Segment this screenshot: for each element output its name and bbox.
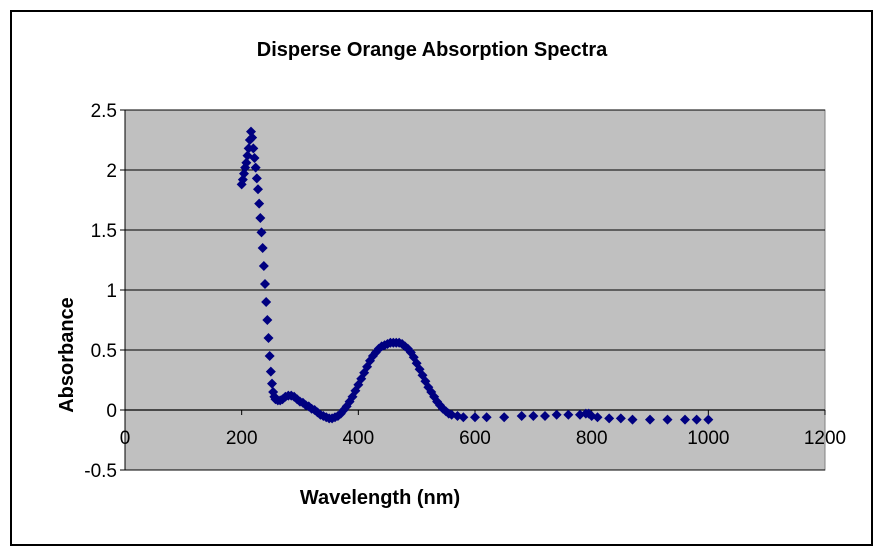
data-markers — [236, 126, 714, 425]
data-point — [516, 411, 527, 421]
x-tick-label: 1000 — [687, 428, 729, 449]
data-point — [604, 413, 615, 424]
chart-title: Disperse Orange Absorption Spectra — [257, 39, 608, 61]
data-point — [528, 411, 539, 421]
x-tick-label: 1200 — [804, 428, 846, 449]
data-point — [256, 227, 267, 238]
y-tick-label: 2.5 — [91, 101, 117, 122]
y-tick-label: 1 — [106, 281, 117, 302]
data-point — [260, 279, 270, 289]
y-tick-label: 0 — [106, 401, 117, 422]
x-tick-label: 200 — [226, 428, 258, 449]
data-point — [563, 409, 574, 420]
data-point — [265, 366, 276, 377]
data-point — [662, 414, 673, 425]
y-tick-label: -0.5 — [84, 461, 117, 482]
y-tick-labels: 2.5 2 1.5 1 0.5 0 -0.5 — [84, 101, 117, 482]
data-point — [645, 414, 655, 425]
absorption-chart: Disperse Orange Absorption Spectra 2.5 2 1… — [56, 39, 846, 509]
data-point — [258, 261, 269, 271]
data-point — [263, 333, 274, 343]
data-point — [248, 143, 259, 154]
x-tick-label: 800 — [576, 428, 608, 449]
x-tick-label: 0 — [120, 428, 131, 449]
data-point — [264, 351, 275, 361]
data-point — [247, 132, 258, 143]
data-point — [267, 378, 277, 389]
y-tick-label: 1.5 — [91, 221, 117, 242]
x-tick-label: 400 — [342, 428, 374, 449]
y-tick-label: 0.5 — [91, 341, 117, 362]
data-point — [246, 126, 256, 137]
axes — [120, 109, 826, 471]
data-point — [253, 184, 263, 195]
chart-frame: Disperse Orange Absorption Spectra 2.5 2 1… — [10, 10, 873, 546]
data-point — [254, 198, 265, 209]
data-point — [470, 412, 480, 423]
data-point — [250, 162, 261, 173]
data-point — [241, 157, 252, 168]
y-tick-label: 2 — [106, 161, 117, 182]
x-tick-label: 600 — [459, 428, 491, 449]
data-point — [540, 411, 550, 421]
data-point — [551, 409, 562, 420]
data-point — [499, 412, 510, 423]
data-point — [627, 414, 638, 425]
data-point — [261, 297, 272, 307]
data-point — [680, 414, 690, 425]
y-axis-title: Absorbance — [56, 297, 78, 413]
data-point — [691, 414, 702, 425]
data-point — [251, 173, 262, 184]
data-point — [257, 243, 268, 253]
data-point — [458, 412, 469, 423]
data-point — [481, 412, 492, 423]
data-point — [615, 413, 626, 424]
x-axis-title: Wavelength (nm) — [300, 487, 460, 509]
data-point — [249, 153, 260, 163]
x-tick-labels: 0 200 400 600 800 1000 1200 — [120, 428, 846, 449]
data-point — [592, 412, 603, 423]
data-point — [703, 414, 714, 425]
data-point — [262, 315, 273, 325]
